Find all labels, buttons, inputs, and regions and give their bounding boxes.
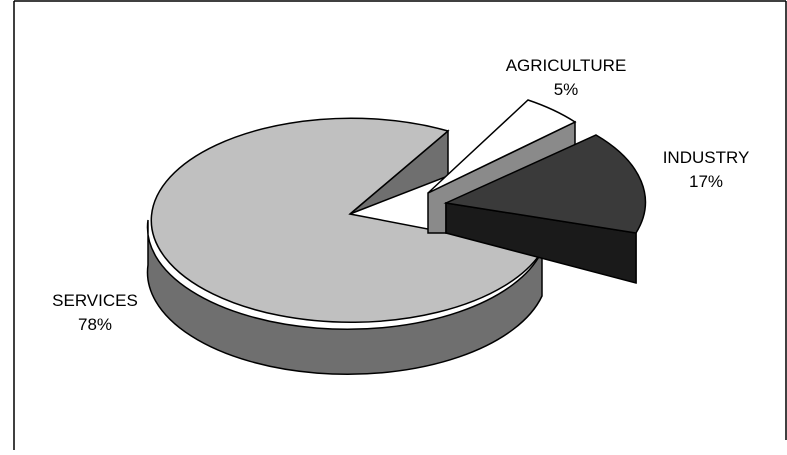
services-percent-label: 78% — [78, 315, 112, 334]
industry-label: INDUSTRY — [663, 148, 750, 167]
slice-labels: AGRICULTURE 5% INDUSTRY 17% SERVICES 78% — [52, 56, 749, 334]
agriculture-percent-label: 5% — [554, 80, 579, 99]
services-slice-side — [146, 219, 543, 376]
industry-slice — [443, 134, 647, 234]
agriculture-label: AGRICULTURE — [506, 56, 627, 75]
agriculture-slice — [427, 99, 577, 194]
pie-slices — [146, 99, 647, 376]
services-slice — [150, 117, 544, 324]
industry-percent-label: 17% — [689, 172, 723, 191]
services-label: SERVICES — [52, 291, 138, 310]
